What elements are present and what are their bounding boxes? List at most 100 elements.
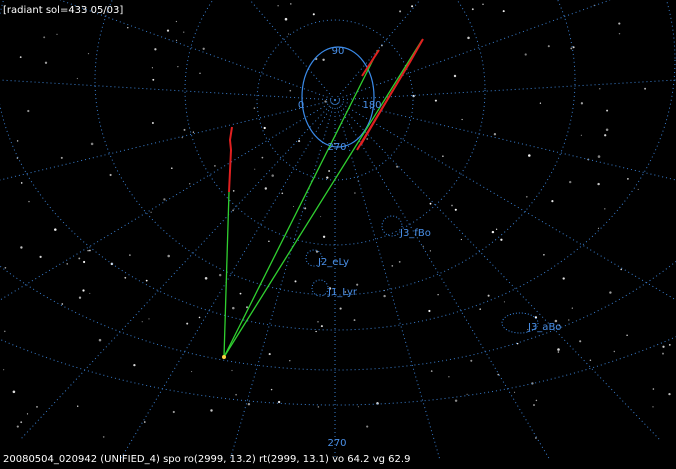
shower-circle [311,279,329,297]
star [326,176,329,179]
star [620,268,623,271]
star [356,283,359,286]
star [562,277,565,280]
star [289,360,291,362]
star [167,254,170,258]
star [181,136,184,139]
star [662,352,664,355]
star [569,180,572,184]
track-observed [361,49,380,77]
star [644,87,647,90]
star [214,165,216,167]
star [60,156,63,159]
star [527,329,529,331]
scale-label: 0 [298,100,304,111]
star [322,58,325,62]
star [398,261,401,263]
star [150,211,152,214]
star [383,294,386,298]
shower-circle [501,312,539,334]
star [254,168,256,170]
star [199,72,201,74]
star [4,266,7,269]
star [547,45,550,48]
star [448,376,450,378]
star [102,436,105,438]
star [66,263,68,265]
radiant-ellipse [301,46,375,148]
star [129,254,131,256]
star [539,102,542,104]
star [232,209,235,212]
star [292,205,295,208]
scale-label: 180 [362,100,381,111]
shower-label: J3_aBo [527,322,561,333]
star [333,142,335,144]
star [597,227,599,229]
shower-circles [305,215,539,334]
star [580,134,582,136]
star [89,292,91,294]
star [239,292,242,295]
track [223,39,423,358]
star [198,316,201,319]
star [320,216,322,218]
star [98,338,102,342]
star [430,370,433,372]
star [516,342,519,345]
star [618,32,621,35]
star [183,31,185,33]
star [144,421,146,423]
star [270,388,273,391]
star [148,318,150,320]
star [466,393,468,395]
radiant-point [222,355,226,359]
star [189,183,191,185]
star [543,253,545,256]
star [290,3,292,5]
star [315,330,317,333]
star [535,437,537,439]
star [77,405,79,407]
star [277,5,279,7]
star [525,195,528,198]
track [223,191,230,358]
grid-ring [0,0,676,331]
star [16,157,19,159]
star [572,46,575,49]
star [43,36,46,39]
track-observed [360,47,419,146]
star [27,109,30,113]
star [451,204,453,207]
star [396,165,399,168]
star [20,421,23,424]
star [56,33,58,35]
star [39,255,42,259]
star [218,273,222,277]
star [328,170,330,172]
star [491,230,495,234]
star [90,142,94,146]
star [605,128,609,131]
star [662,345,665,348]
star [558,324,561,327]
grid-ring [94,0,576,296]
star [460,238,463,241]
star [268,353,271,356]
star [202,47,205,50]
star [312,13,315,16]
star [422,245,424,247]
star [76,77,79,80]
star [141,321,143,323]
star [183,128,186,131]
star [294,280,297,283]
star [357,406,359,408]
star [580,102,584,105]
star [163,198,166,201]
star [514,391,516,393]
star [268,240,270,243]
star [317,321,319,323]
star [551,200,554,203]
